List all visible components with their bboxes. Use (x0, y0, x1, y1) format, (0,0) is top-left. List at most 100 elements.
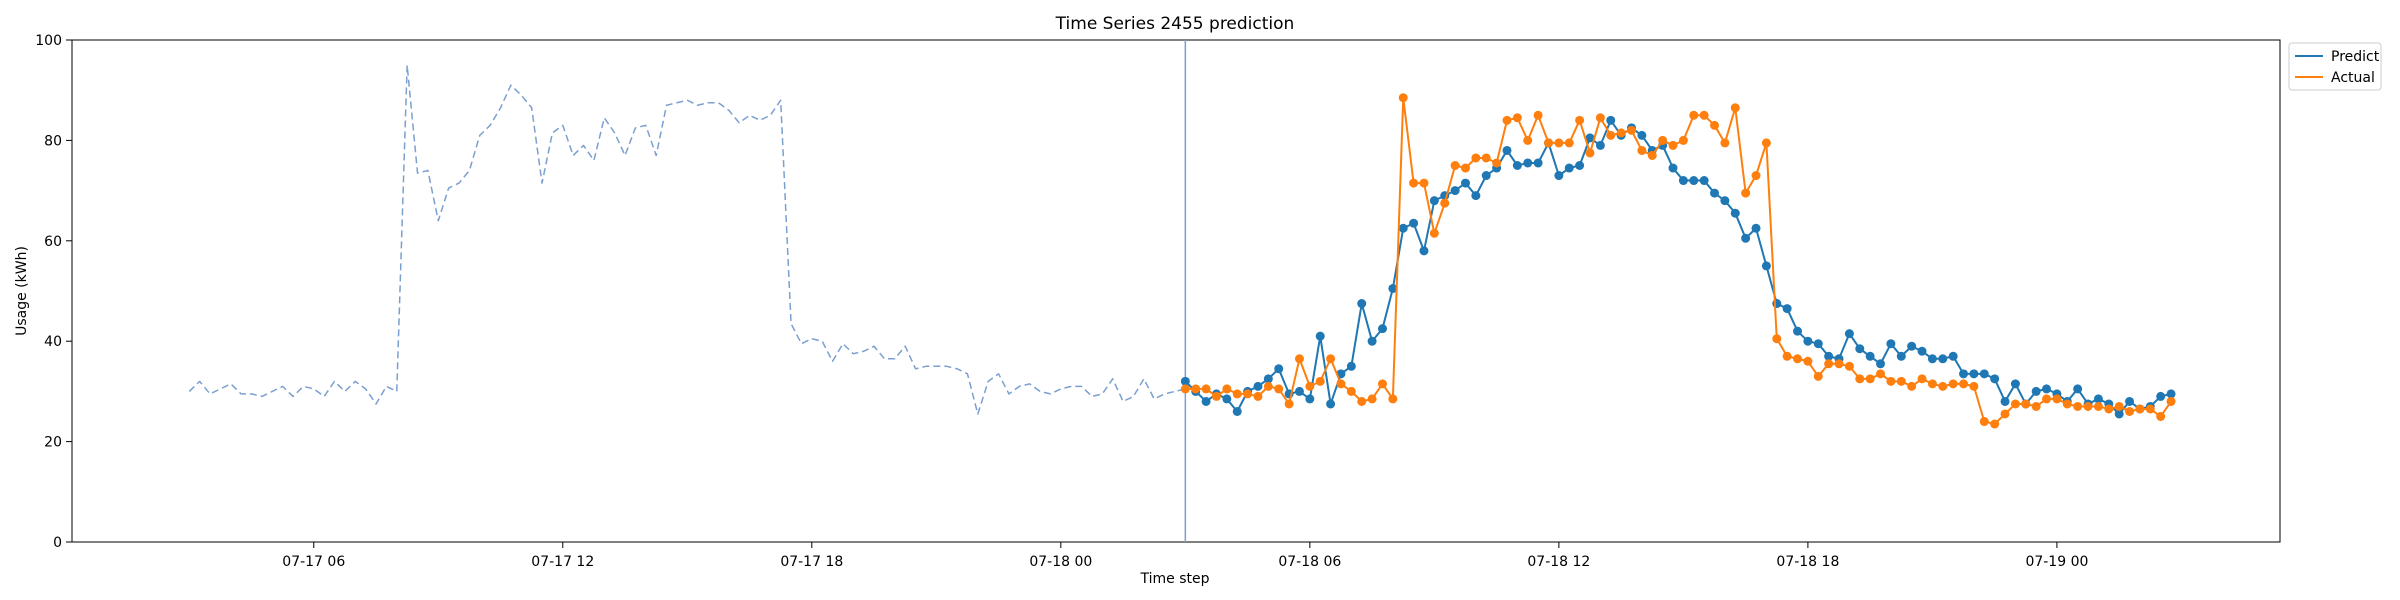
predict-point (1907, 341, 1917, 351)
actual-point (1876, 369, 1886, 379)
actual-point (1730, 103, 1740, 113)
actual-point (1294, 354, 1304, 364)
actual-point (1782, 351, 1792, 361)
actual-point (1616, 128, 1626, 138)
legend: Predict Actual (2288, 42, 2382, 91)
predict-point (1533, 158, 1543, 168)
predict-point (1460, 178, 1470, 188)
predict-point (1741, 233, 1751, 243)
actual-point (1357, 396, 1367, 406)
series-layer (188, 64, 2176, 429)
actual-point (1606, 130, 1616, 140)
predict-point (1554, 171, 1564, 181)
x-tick-label: 07-17 18 (780, 554, 843, 570)
actual-point (1564, 138, 1574, 148)
history-series-line (188, 64, 1186, 415)
actual-point (1502, 115, 1512, 125)
actual-point (1336, 379, 1346, 389)
actual-point (1481, 153, 1491, 163)
actual-point (1979, 417, 1989, 427)
x-tick-label: 07-18 18 (1776, 554, 1839, 570)
predict-point (1263, 374, 1273, 384)
actual-point (2042, 394, 2052, 404)
predict-point (2031, 386, 2041, 396)
actual-point (1627, 125, 1636, 135)
x-tick-label: 07-18 00 (1029, 554, 1092, 570)
predict-point (2010, 379, 2020, 389)
predict-point (1927, 354, 1937, 364)
predict-point (1502, 145, 1512, 155)
actual-point (1377, 379, 1387, 389)
actual-point (1585, 148, 1595, 158)
actual-point (2145, 404, 2155, 414)
actual-point (1523, 135, 1533, 145)
actual-point (1741, 188, 1751, 198)
predict-point (1793, 326, 1803, 336)
predict-point (1294, 386, 1304, 396)
predict-point (1761, 261, 1771, 271)
predict-point (1813, 339, 1823, 349)
plot-frame (71, 39, 2281, 543)
actual-point (1865, 374, 1875, 384)
actual-point (1793, 354, 1803, 364)
predict-point (2156, 391, 2166, 401)
x-axis: 07-17 06 07-17 12 07-17 18 07-18 00 07-18 06… (282, 542, 2088, 570)
predict-point (1232, 406, 1242, 416)
predict-point (1699, 176, 1709, 186)
actual-point (1969, 381, 1979, 391)
actual-point (1533, 110, 1543, 120)
x-tick-label: 07-18 12 (1527, 554, 1590, 570)
predict-point (1710, 188, 1720, 198)
actual-point (1710, 120, 1720, 130)
actual-point (1201, 384, 1211, 394)
actual-point (1544, 138, 1553, 148)
predict-point (1346, 361, 1356, 371)
actual-point (2104, 404, 2114, 414)
actual-point (1243, 389, 1253, 399)
y-tick-label: 20 (44, 435, 62, 451)
actual-point (1699, 110, 1709, 120)
predict-point (1388, 283, 1398, 293)
actual-point (1844, 361, 1854, 371)
chart-title: Time Series 2455 prediction (1055, 14, 1295, 34)
y-axis-label: Usage (kWh) (14, 246, 30, 336)
predict-point (1689, 176, 1699, 186)
actual-point (1637, 145, 1647, 155)
legend-actual-label: Actual (2331, 70, 2375, 86)
actual-point (1191, 384, 1201, 394)
actual-point (1720, 138, 1730, 148)
predict-point (1585, 133, 1595, 143)
actual-point (2000, 409, 2010, 419)
actual-point (1886, 376, 1896, 386)
actual-point (1398, 93, 1408, 103)
predict-point (1512, 161, 1522, 170)
predict-point (1959, 369, 1969, 379)
predict-point (2073, 384, 2083, 394)
predict-point (2000, 396, 2010, 406)
legend-frame (2288, 42, 2382, 91)
predict-point (1782, 304, 1792, 314)
y-tick-label: 80 (44, 133, 62, 149)
actual-point (2093, 401, 2103, 411)
predict-point (1419, 246, 1429, 256)
actual-point (1471, 153, 1481, 163)
actual-point (1305, 381, 1315, 391)
predict-point (1865, 351, 1875, 361)
predict-point (1564, 163, 1574, 173)
predict-point (1595, 140, 1605, 150)
predict-point (1751, 223, 1761, 233)
predict-point (1523, 158, 1533, 168)
actual-point (1855, 374, 1865, 384)
actual-point (1232, 389, 1242, 399)
actual-point (1263, 381, 1273, 391)
actual-point (1367, 394, 1377, 404)
predict-point (1471, 191, 1481, 201)
actual-point (1595, 113, 1605, 123)
actual-point (1678, 135, 1688, 145)
actual-point (2114, 401, 2124, 411)
predict-point (1450, 186, 1460, 196)
predict-point (1876, 359, 1886, 369)
predict-point (1637, 130, 1647, 140)
actual-point (2083, 401, 2093, 411)
